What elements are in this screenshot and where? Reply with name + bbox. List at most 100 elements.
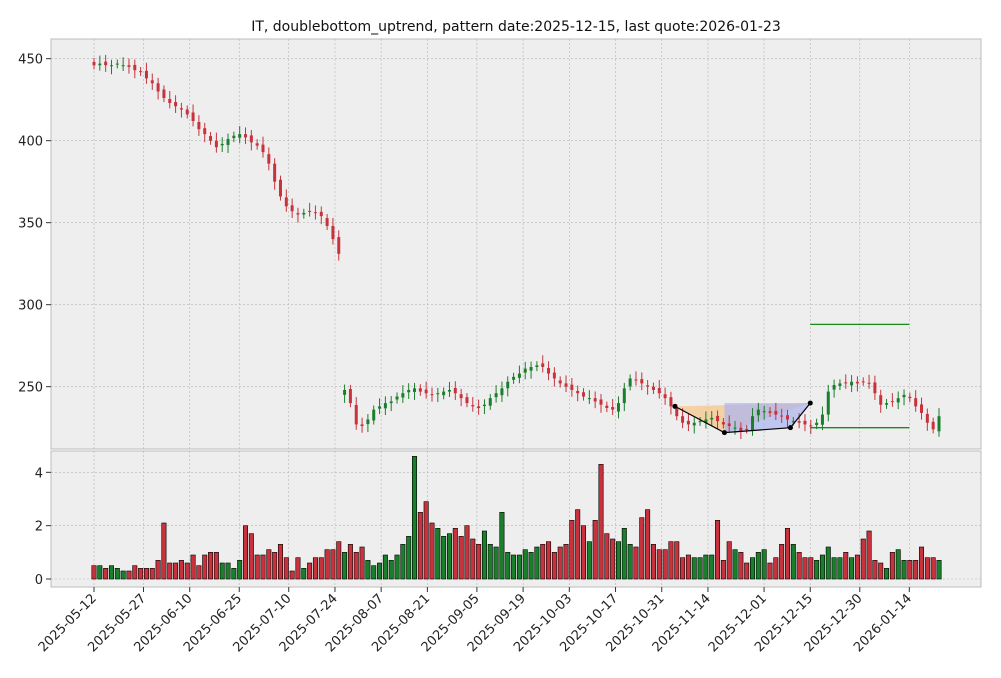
price-tick-label: 350 bbox=[18, 217, 43, 232]
candle-body bbox=[267, 154, 271, 164]
volume-bar bbox=[639, 517, 645, 580]
volume-bar bbox=[604, 533, 610, 580]
candle-body bbox=[634, 379, 638, 381]
volume-bar bbox=[790, 544, 796, 580]
pattern-point bbox=[787, 425, 793, 431]
volume-bar bbox=[546, 541, 552, 580]
candle-body bbox=[447, 389, 451, 392]
volume-bar bbox=[697, 557, 703, 580]
volume-bar bbox=[243, 525, 249, 580]
volume-bar bbox=[365, 560, 371, 580]
candle-body bbox=[360, 424, 364, 427]
candle-body bbox=[174, 101, 178, 107]
candle-body bbox=[698, 421, 702, 423]
candle-body bbox=[914, 398, 918, 407]
candle-body bbox=[302, 212, 306, 215]
candle-body bbox=[453, 387, 457, 394]
candle-body bbox=[115, 63, 119, 65]
volume-bar bbox=[417, 512, 423, 580]
volume-bar bbox=[452, 528, 458, 580]
volume-tick-label: 2 bbox=[35, 520, 43, 535]
volume-bar bbox=[709, 554, 715, 580]
volume-bar bbox=[872, 560, 878, 580]
volume-bar bbox=[266, 549, 272, 580]
candle-body bbox=[529, 367, 533, 371]
volume-bar bbox=[849, 557, 855, 580]
volume-bar bbox=[347, 544, 353, 580]
volume-bar bbox=[464, 525, 470, 580]
volume-bars bbox=[91, 456, 942, 580]
candle-body bbox=[401, 393, 405, 398]
candle-body bbox=[902, 394, 906, 398]
candle-body bbox=[407, 389, 411, 393]
volume-bar bbox=[726, 541, 732, 580]
candle-body bbox=[156, 83, 160, 92]
volume-bar bbox=[680, 557, 686, 580]
volume-bar bbox=[382, 554, 388, 580]
volume-bar bbox=[213, 552, 219, 580]
candle-body bbox=[844, 382, 848, 384]
candle-body bbox=[261, 144, 265, 153]
candle-body bbox=[605, 405, 609, 408]
candle-body bbox=[861, 381, 865, 383]
candle-body bbox=[751, 416, 755, 431]
volume-bar bbox=[901, 560, 907, 580]
volume-bar bbox=[802, 557, 808, 580]
volume-bar bbox=[825, 546, 831, 580]
volume-bar bbox=[837, 557, 843, 580]
candle-body bbox=[587, 398, 591, 400]
volume-bar bbox=[143, 568, 149, 580]
volume-bar bbox=[429, 522, 435, 580]
candle-body bbox=[657, 387, 661, 394]
candle-body bbox=[144, 70, 148, 79]
volume-bar bbox=[307, 562, 313, 580]
volume-bar bbox=[184, 562, 190, 580]
candle-body bbox=[762, 411, 766, 413]
candle-body bbox=[850, 381, 854, 386]
volume-bar bbox=[138, 568, 144, 580]
candle-body bbox=[244, 134, 248, 138]
candle-body bbox=[733, 427, 737, 429]
pattern-point bbox=[672, 403, 678, 409]
chart-title: IT, doublebottom_uptrend, pattern date:2… bbox=[251, 19, 781, 35]
candle-body bbox=[791, 421, 795, 423]
candle-body bbox=[710, 417, 714, 420]
candle-body bbox=[273, 163, 277, 182]
volume-bar bbox=[540, 544, 546, 580]
candle-body bbox=[780, 415, 784, 417]
volume-bar bbox=[219, 562, 225, 580]
volume-bar bbox=[650, 544, 656, 580]
candle-body bbox=[179, 108, 183, 110]
volume-bar bbox=[248, 533, 254, 580]
volume-bar bbox=[831, 557, 837, 580]
candle-body bbox=[430, 394, 434, 396]
candle-body bbox=[552, 372, 556, 379]
candle-body bbox=[768, 411, 772, 413]
volume-bar bbox=[225, 562, 231, 580]
candle-body bbox=[488, 398, 492, 406]
volume-bar bbox=[283, 557, 289, 580]
candle-body bbox=[436, 393, 440, 395]
volume-bar bbox=[761, 549, 767, 580]
candle-body bbox=[558, 380, 562, 384]
volume-bar bbox=[388, 560, 394, 580]
volume-panel: 0 2 4 bbox=[35, 450, 982, 588]
volume-bar bbox=[919, 546, 925, 580]
candle-body bbox=[109, 65, 113, 67]
candle-body bbox=[716, 415, 720, 422]
x-axis: 2025-05-122025-05-272025-06-102025-06-25… bbox=[36, 587, 915, 655]
candle-body bbox=[465, 397, 469, 404]
volume-bar bbox=[190, 554, 196, 580]
volume-bar bbox=[126, 570, 132, 580]
volume-bar bbox=[528, 552, 534, 580]
price-panel-background bbox=[50, 38, 982, 450]
volume-bar bbox=[581, 525, 587, 580]
candle-body bbox=[686, 420, 690, 425]
volume-bar bbox=[272, 552, 278, 580]
volume-bar bbox=[592, 520, 598, 580]
price-tick-label: 300 bbox=[18, 299, 43, 314]
volume-bar bbox=[755, 552, 761, 580]
candle-body bbox=[121, 65, 125, 67]
candle-body bbox=[879, 395, 883, 405]
volume-bar bbox=[522, 549, 528, 580]
